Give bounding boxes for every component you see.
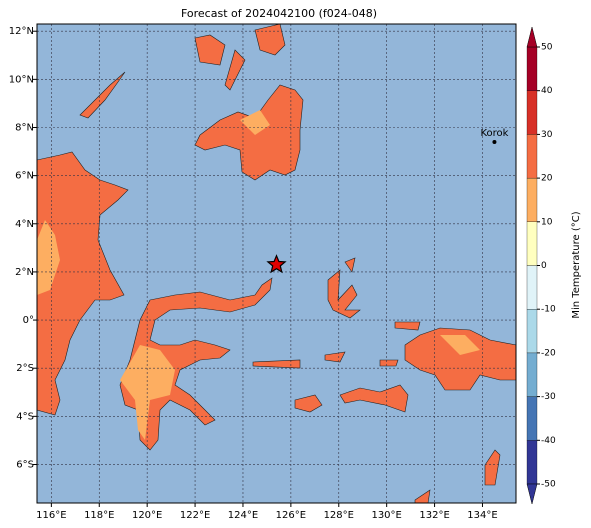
x-tick-label: 118°E	[84, 510, 114, 521]
borneo	[36, 151, 129, 416]
colorbar-segment	[526, 352, 538, 397]
island	[344, 257, 356, 273]
colorbar-tick-label: 40	[541, 86, 553, 96]
y-tick-label: 10°N	[9, 74, 34, 85]
x-tick-label: 122°E	[180, 510, 210, 521]
y-tick-label: 0°	[23, 315, 34, 326]
y-tick-label: 4°N	[15, 219, 34, 230]
x-tick-label: 120°E	[132, 510, 162, 521]
x-tick-label: 134°E	[467, 510, 497, 521]
island	[252, 359, 301, 369]
colorbar-label: Min Temperature (°C)	[571, 211, 582, 318]
colorbar-tick-label: -20	[541, 348, 556, 358]
frame	[36, 23, 517, 504]
x-tick-label: 132°E	[419, 510, 449, 521]
x-tick-label: 126°E	[276, 510, 306, 521]
grid	[33, 24, 516, 507]
y-tick-label: 2°N	[15, 267, 34, 278]
colorbar: -50 -40 -30 -20 -10 0 10 20 30 40 50	[526, 26, 556, 505]
colorbar-tick-label: 50	[541, 43, 553, 53]
y-tick-label: 2°S	[16, 363, 34, 374]
x-tick-label: 128°E	[324, 510, 354, 521]
y-tick-label: 4°S	[16, 411, 34, 422]
y-tick-label: 12°N	[9, 26, 34, 37]
colorbar-segment	[526, 265, 538, 310]
island	[224, 49, 246, 91]
borneo-warm	[37, 220, 60, 295]
colorbar-extend	[526, 26, 538, 48]
colorbar-tick-label: 30	[541, 130, 553, 140]
buru	[294, 394, 323, 413]
star-marker	[266, 254, 287, 274]
palawan	[79, 71, 126, 119]
colorbar-segment	[526, 177, 538, 222]
colorbar-tick-label: -30	[541, 392, 556, 402]
papua	[404, 327, 517, 391]
colorbar-segment	[526, 134, 538, 179]
papua-warm	[440, 335, 480, 355]
seram	[339, 384, 409, 413]
station-label: Korok	[480, 128, 508, 139]
colorbar-tick-label: 0	[541, 261, 547, 271]
y-tick-label: 6°S	[16, 459, 34, 470]
x-tick-label: 124°E	[228, 510, 258, 521]
island	[484, 449, 501, 486]
colorbar-tick-label: 10	[541, 217, 553, 227]
title: Forecast of 2024042100 (f024-048)	[181, 7, 377, 20]
colorbar-segment	[526, 90, 538, 135]
island	[394, 321, 421, 331]
island	[324, 351, 346, 363]
island	[194, 34, 226, 66]
colorbar-segment	[526, 440, 538, 485]
marks: Korok	[266, 128, 509, 274]
colorbar-segment	[526, 396, 538, 441]
colorbar-segment	[526, 46, 538, 91]
island	[379, 359, 399, 367]
y-tick-label: 6°N	[15, 171, 34, 182]
mindanao-warm	[240, 110, 270, 135]
colorbar-extend	[526, 483, 538, 505]
colorbar-tick-label: -50	[541, 480, 556, 490]
colorbar-segment	[526, 309, 538, 354]
colorbar-tick-label: 20	[541, 174, 553, 184]
colorbar-segment	[526, 221, 538, 266]
x-tick-label: 130°E	[371, 510, 401, 521]
colorbar-tick-label: -10	[541, 305, 556, 315]
y-tick-label: 8°N	[15, 123, 34, 134]
station-dot	[492, 139, 497, 144]
x-tick-label: 116°E	[36, 510, 66, 521]
sulawesi-warm	[120, 345, 175, 440]
colorbar-tick-label: -40	[541, 436, 556, 446]
island	[254, 23, 286, 56]
